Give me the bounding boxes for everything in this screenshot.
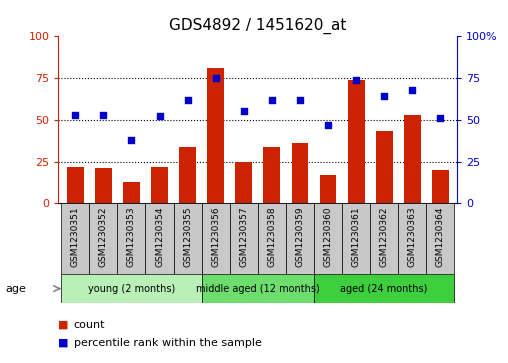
Point <box>324 122 332 128</box>
Bar <box>123 182 140 203</box>
Text: GSM1230362: GSM1230362 <box>379 206 389 266</box>
Text: GSM1230355: GSM1230355 <box>183 206 192 267</box>
Point <box>183 97 192 103</box>
Bar <box>320 175 336 203</box>
Bar <box>117 203 145 274</box>
Bar <box>342 203 370 274</box>
Bar <box>95 168 112 203</box>
Text: GSM1230356: GSM1230356 <box>211 206 220 267</box>
Title: GDS4892 / 1451620_at: GDS4892 / 1451620_at <box>169 17 346 33</box>
Bar <box>286 203 314 274</box>
Point <box>212 75 220 81</box>
Point <box>408 87 417 93</box>
Bar <box>145 203 174 274</box>
Text: ■: ■ <box>58 338 69 348</box>
Text: GSM1230357: GSM1230357 <box>239 206 248 267</box>
Text: young (2 months): young (2 months) <box>88 284 175 294</box>
Bar <box>202 203 230 274</box>
Bar <box>370 203 398 274</box>
Point <box>128 137 136 143</box>
Bar <box>314 274 454 303</box>
Point <box>380 94 388 99</box>
Bar <box>230 203 258 274</box>
Point <box>99 112 107 118</box>
Text: GSM1230360: GSM1230360 <box>324 206 333 267</box>
Point <box>268 97 276 103</box>
Text: age: age <box>5 284 26 294</box>
Text: GSM1230363: GSM1230363 <box>408 206 417 267</box>
Bar <box>235 162 252 203</box>
Bar <box>376 131 393 203</box>
Bar <box>61 274 202 303</box>
Bar <box>202 274 314 303</box>
Text: count: count <box>74 320 105 330</box>
Bar <box>61 203 89 274</box>
Text: GSM1230361: GSM1230361 <box>352 206 361 267</box>
Bar <box>426 203 454 274</box>
Text: ■: ■ <box>58 320 69 330</box>
Text: GSM1230353: GSM1230353 <box>127 206 136 267</box>
Bar <box>404 115 421 203</box>
Bar <box>264 147 280 203</box>
Bar <box>432 170 449 203</box>
Text: GSM1230358: GSM1230358 <box>267 206 276 267</box>
Bar <box>207 68 224 203</box>
Bar <box>174 203 202 274</box>
Bar <box>151 167 168 203</box>
Point <box>155 114 164 119</box>
Bar <box>89 203 117 274</box>
Text: GSM1230352: GSM1230352 <box>99 206 108 266</box>
Bar <box>292 143 308 203</box>
Text: percentile rank within the sample: percentile rank within the sample <box>74 338 262 348</box>
Point <box>71 112 79 118</box>
Text: GSM1230354: GSM1230354 <box>155 206 164 266</box>
Text: GSM1230359: GSM1230359 <box>296 206 304 267</box>
Text: GSM1230351: GSM1230351 <box>71 206 80 267</box>
Point <box>240 109 248 114</box>
Point <box>352 77 360 83</box>
Bar <box>258 203 286 274</box>
Bar <box>398 203 426 274</box>
Point <box>436 115 444 121</box>
Text: aged (24 months): aged (24 months) <box>340 284 428 294</box>
Bar <box>179 147 196 203</box>
Point <box>296 97 304 103</box>
Bar <box>347 80 365 203</box>
Bar <box>67 167 84 203</box>
Text: GSM1230364: GSM1230364 <box>436 206 445 266</box>
Bar <box>314 203 342 274</box>
Text: middle aged (12 months): middle aged (12 months) <box>196 284 320 294</box>
